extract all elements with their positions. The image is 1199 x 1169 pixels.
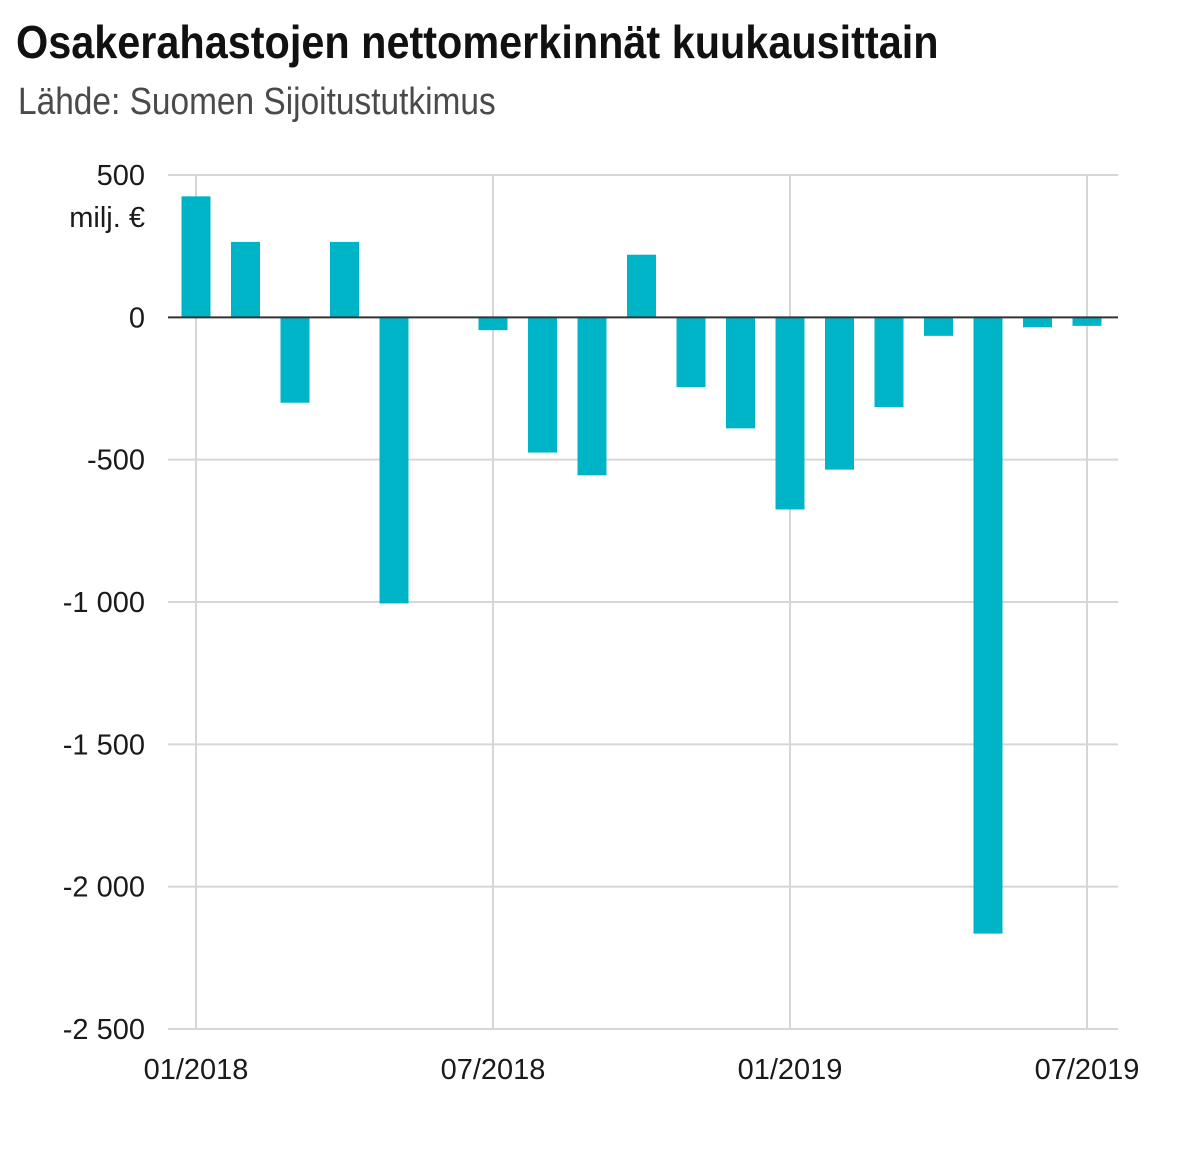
y-tick-label: -1 000 [63,587,145,619]
x-tick-label: 07/2019 [1035,1054,1140,1086]
bar-2019-03 [874,317,904,408]
chart-subtitle: Lähde: Suomen Sijoitustutkimus [18,81,496,123]
y-tick-label: -500 [87,445,145,477]
y-tick-label: -1 500 [63,729,145,761]
chart-title: Osakerahastojen nettomerkinnät kuukausit… [16,16,939,68]
y-tick-label: -2 000 [63,872,145,904]
x-tick-label: 07/2018 [441,1054,546,1086]
bar-2019-05 [973,317,1003,934]
x-tick-label: 01/2019 [738,1054,843,1086]
bars [181,196,1102,934]
bar-2019-04 [924,317,953,336]
bar-2019-06 [1023,317,1052,328]
bar-2019-02 [825,317,854,470]
bar-2018-07 [478,317,508,331]
y-tick-label: 0 [129,302,145,334]
axes [168,316,1118,1030]
tick-labels: 500 0 -500 -1 000 -1 500 -2 000 -2 500 milj. € 0… [63,160,1140,1086]
x-tick-label: 01/2018 [144,1054,249,1086]
bar-2018-02 [231,241,260,318]
bar-2018-09 [577,317,607,476]
bar-2018-11 [676,317,706,388]
y-tick-label: -2 500 [63,1014,145,1046]
y-axis-unit-label: milj. € [69,202,145,234]
bar-2018-05 [379,317,409,604]
bar-2018-01 [181,196,211,318]
bar-2019-07 [1072,317,1102,326]
bar-2018-08 [528,317,557,453]
y-tick-label: 500 [97,160,145,192]
bar-2018-04 [330,241,359,318]
bar-2018-12 [726,317,755,429]
bar-2019-01 [775,317,805,510]
bar-2018-10 [627,254,656,318]
bar-2018-03 [280,317,310,403]
